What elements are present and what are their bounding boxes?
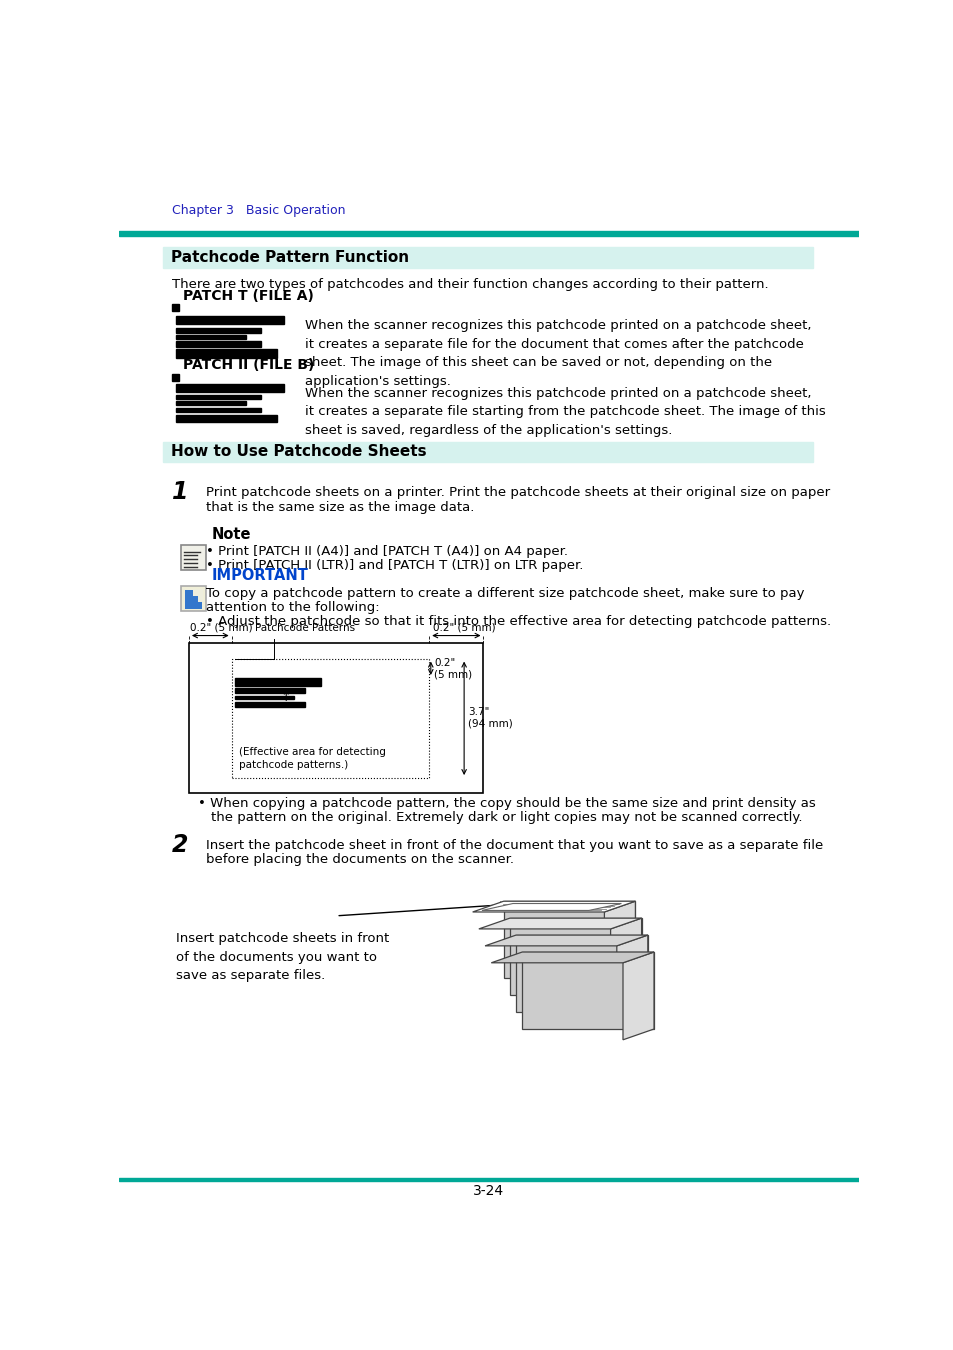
- Polygon shape: [604, 902, 635, 990]
- Bar: [189, 643, 483, 794]
- Text: attention to the following:: attention to the following:: [206, 601, 379, 614]
- Bar: [185, 590, 193, 609]
- Text: before placing the documents on the scanner.: before placing the documents on the scan…: [206, 853, 514, 867]
- Bar: [163, 247, 812, 269]
- Text: 3.7"
(94 mm): 3.7" (94 mm): [468, 707, 512, 729]
- Bar: [232, 659, 429, 778]
- Polygon shape: [617, 936, 647, 1023]
- Text: 0.2"
(5 mm): 0.2" (5 mm): [434, 657, 472, 679]
- Text: To copy a patchcode pattern to create a different size patchcode sheet, make sur: To copy a patchcode pattern to create a …: [206, 587, 803, 599]
- Bar: [175, 408, 261, 412]
- Text: • Print [PATCH II (A4)] and [PATCH T (A4)] on A4 paper.: • Print [PATCH II (A4)] and [PATCH T (A4…: [206, 545, 567, 559]
- Text: (Effective area for detecting
patchcode patterns.): (Effective area for detecting patchcode …: [239, 747, 386, 771]
- Text: ↑: ↑: [280, 691, 291, 703]
- Text: 3-24: 3-24: [473, 1184, 504, 1199]
- Polygon shape: [521, 952, 654, 1029]
- Bar: [172, 374, 179, 381]
- Bar: [175, 394, 261, 400]
- Text: 1: 1: [172, 481, 189, 505]
- Text: Patchcode Pattern Function: Patchcode Pattern Function: [171, 250, 409, 265]
- Polygon shape: [509, 918, 641, 995]
- Text: • When copying a patchcode pattern, the copy should be the same size and print d: • When copying a patchcode pattern, the …: [198, 798, 815, 810]
- Text: the pattern on the original. Extremely dark or light copies may not be scanned c: the pattern on the original. Extremely d…: [211, 811, 801, 824]
- Bar: [185, 602, 202, 609]
- Text: that is the same size as the image data.: that is the same size as the image data.: [206, 501, 474, 514]
- Bar: [119, 1179, 858, 1181]
- Bar: [181, 586, 206, 612]
- Bar: [181, 545, 206, 570]
- Bar: [235, 702, 305, 707]
- Bar: [185, 597, 197, 602]
- Text: • Adjust the patchcode so that it fits into the effective area for detecting pat: • Adjust the patchcode so that it fits i…: [206, 614, 830, 628]
- Bar: [235, 688, 305, 694]
- Bar: [175, 342, 261, 347]
- Bar: [119, 231, 858, 236]
- Polygon shape: [491, 952, 654, 963]
- Text: 0.2" (5 mm): 0.2" (5 mm): [190, 622, 253, 633]
- Polygon shape: [622, 952, 654, 1040]
- Text: How to Use Patchcode Sheets: How to Use Patchcode Sheets: [171, 444, 426, 459]
- Bar: [175, 401, 245, 405]
- Bar: [175, 328, 261, 333]
- Text: Insert patchcode sheets in front
of the documents you want to
save as separate f: Insert patchcode sheets in front of the …: [175, 931, 389, 981]
- Bar: [175, 383, 284, 393]
- Polygon shape: [503, 902, 635, 979]
- Text: When the scanner recognizes this patchcode printed on a patchcode sheet,
it crea: When the scanner recognizes this patchco…: [305, 319, 811, 387]
- Text: IMPORTANT: IMPORTANT: [212, 568, 308, 583]
- Polygon shape: [610, 918, 641, 1006]
- Bar: [235, 678, 320, 686]
- Bar: [175, 335, 245, 339]
- Bar: [163, 441, 812, 462]
- Text: Insert the patchcode sheet in front of the document that you want to save as a s: Insert the patchcode sheet in front of t…: [206, 838, 822, 852]
- Text: PATCH T (FILE A): PATCH T (FILE A): [183, 289, 314, 302]
- Polygon shape: [516, 936, 647, 1012]
- Polygon shape: [481, 903, 620, 910]
- Text: Chapter 3   Basic Operation: Chapter 3 Basic Operation: [172, 204, 345, 217]
- Bar: [175, 350, 276, 358]
- Text: Patchcode Patterns: Patchcode Patterns: [254, 622, 355, 633]
- Text: There are two types of patchcodes and their function changes according to their : There are two types of patchcodes and th…: [172, 278, 768, 290]
- Bar: [235, 695, 294, 699]
- Text: Print patchcode sheets on a printer. Print the patchcode sheets at their origina: Print patchcode sheets on a printer. Pri…: [206, 486, 829, 500]
- Polygon shape: [472, 902, 635, 913]
- Text: Note: Note: [212, 528, 251, 543]
- Bar: [184, 590, 203, 609]
- Text: PATCH II (FILE B): PATCH II (FILE B): [183, 358, 314, 373]
- Text: 0.2" (5 mm): 0.2" (5 mm): [433, 622, 496, 633]
- Bar: [175, 316, 284, 324]
- Bar: [175, 414, 276, 423]
- Text: • Print [PATCH II (LTR)] and [PATCH T (LTR)] on LTR paper.: • Print [PATCH II (LTR)] and [PATCH T (L…: [206, 559, 583, 572]
- Text: When the scanner recognizes this patchcode printed on a patchcode sheet,
it crea: When the scanner recognizes this patchco…: [305, 387, 825, 437]
- Polygon shape: [478, 918, 641, 929]
- Polygon shape: [484, 936, 647, 946]
- Bar: [172, 305, 179, 312]
- Text: 2: 2: [172, 833, 189, 857]
